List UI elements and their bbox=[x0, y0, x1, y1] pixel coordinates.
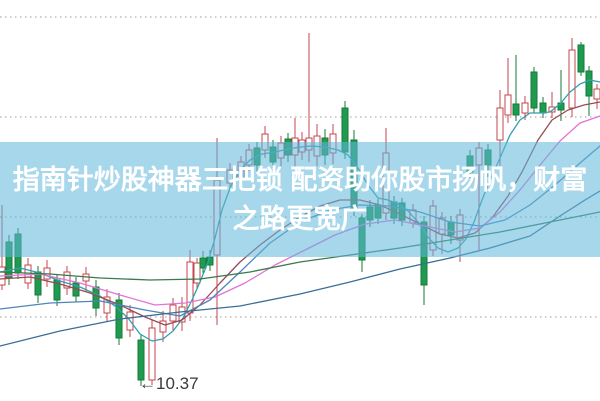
candle-body bbox=[568, 49, 576, 109]
candle-body bbox=[159, 320, 167, 333]
left-arrow-icon: ← bbox=[139, 374, 156, 393]
candle-body bbox=[92, 286, 100, 309]
candle-down bbox=[512, 55, 520, 121]
candle-up bbox=[148, 320, 156, 385]
candle-down bbox=[577, 42, 585, 76]
candle-body bbox=[148, 327, 156, 381]
candle-body bbox=[530, 71, 538, 109]
candle-down bbox=[585, 66, 593, 116]
candle-body bbox=[539, 102, 547, 114]
candle-up bbox=[568, 38, 576, 117]
candle-body bbox=[521, 102, 529, 114]
candle-body bbox=[548, 106, 556, 113]
candle-up bbox=[193, 258, 201, 288]
candle-body bbox=[103, 296, 111, 314]
candle-up bbox=[159, 311, 167, 342]
candle-body bbox=[585, 70, 593, 97]
candle-body bbox=[577, 44, 585, 73]
candle-body bbox=[137, 339, 145, 381]
candle-body bbox=[199, 257, 207, 269]
candle-up bbox=[103, 289, 111, 321]
candle-up bbox=[504, 58, 512, 123]
candle-down bbox=[137, 334, 145, 386]
candle-up bbox=[548, 92, 556, 118]
low-price-value: 10.37 bbox=[156, 374, 199, 393]
candle-body bbox=[193, 262, 201, 284]
candle-body bbox=[512, 103, 520, 116]
ad-banner-overlay: 指南针炒股神器三把锁 配资助你股市扬帆，财富 之路更宽广 bbox=[0, 142, 600, 257]
candle-down bbox=[92, 280, 100, 316]
ad-banner-text-line1: 指南针炒股神器三把锁 配资助你股市扬帆，财富 bbox=[12, 165, 588, 195]
ad-banner-text-line2: 之路更宽广 bbox=[232, 204, 368, 234]
low-price-annotation: ←10.37 bbox=[139, 374, 199, 394]
candle-down bbox=[539, 97, 547, 118]
candle-body bbox=[34, 271, 42, 296]
candle-body bbox=[504, 94, 512, 116]
candle-body bbox=[593, 88, 600, 100]
candle-body bbox=[496, 107, 504, 141]
candle-up bbox=[593, 84, 600, 109]
candle-down bbox=[530, 67, 538, 113]
